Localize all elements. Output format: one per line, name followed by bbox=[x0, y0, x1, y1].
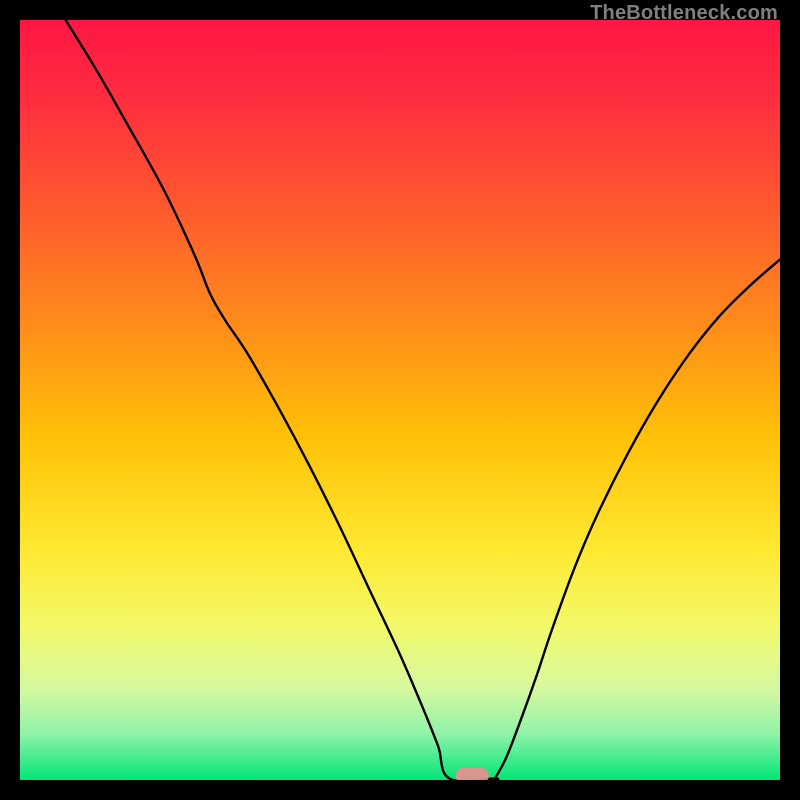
chart-frame: TheBottleneck.com bbox=[0, 0, 800, 800]
bottleneck-curve-chart bbox=[20, 20, 780, 780]
watermark-text: TheBottleneck.com bbox=[590, 2, 778, 25]
optimum-marker bbox=[455, 768, 488, 780]
plot-area bbox=[20, 20, 780, 780]
